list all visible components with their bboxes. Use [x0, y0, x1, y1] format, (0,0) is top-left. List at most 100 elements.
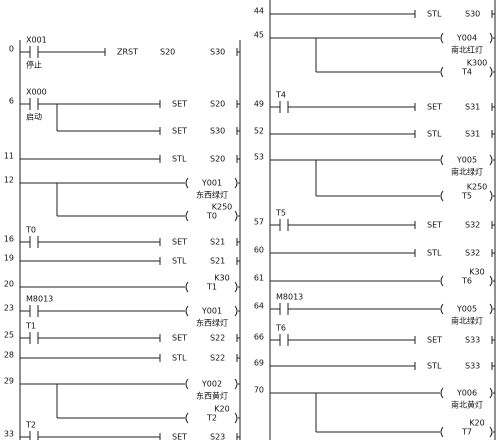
contact-label: T6	[275, 324, 286, 333]
operand: S20	[210, 155, 225, 164]
operand: S20	[210, 100, 225, 109]
coil-name: T1	[206, 283, 217, 292]
timer-preset: K30	[469, 268, 484, 277]
instruction: STL	[172, 257, 187, 266]
instruction: STL	[172, 155, 187, 164]
step-number: 60	[254, 246, 264, 255]
step-number: 44	[254, 7, 264, 16]
coil-name: T7	[461, 428, 472, 437]
coil	[440, 66, 444, 78]
operand: S23	[210, 433, 225, 440]
coil-name: Y006	[456, 389, 477, 398]
coil	[440, 387, 444, 399]
coil-name: Y004	[456, 34, 477, 43]
step-number: 23	[4, 304, 14, 313]
coil-note: 南北黄灯	[451, 400, 483, 410]
instruction: STL	[427, 249, 442, 258]
step-number: 29	[4, 377, 14, 386]
coil	[440, 154, 444, 166]
contact-note: 停止	[26, 60, 42, 70]
coil	[185, 305, 189, 317]
operand: S32	[465, 221, 480, 230]
timer-preset: K30	[214, 274, 229, 283]
operand: S30	[210, 48, 225, 57]
step-number: 53	[254, 153, 264, 162]
coil	[489, 66, 493, 78]
contact-label: T5	[275, 209, 286, 218]
coil	[440, 426, 444, 438]
instruction: SET	[427, 336, 442, 345]
contact-label: T2	[25, 421, 36, 430]
step-number: 69	[254, 359, 264, 368]
instruction: SET	[172, 127, 187, 136]
instruction: SET	[172, 433, 187, 440]
coil	[440, 190, 444, 202]
timer-preset: K250	[212, 203, 233, 212]
step-number: 66	[254, 333, 264, 342]
contact-label: X001	[26, 36, 47, 45]
coil	[234, 412, 238, 424]
operand: S30	[465, 10, 480, 19]
coil	[234, 378, 238, 390]
coil	[234, 305, 238, 317]
step-number: 45	[254, 31, 264, 40]
instruction: STL	[427, 10, 442, 19]
operand: S22	[210, 334, 225, 343]
operand: S30	[210, 127, 225, 136]
coil-note: 南北绿灯	[451, 167, 483, 177]
coil	[489, 32, 493, 44]
coil-name: Y001	[201, 179, 222, 188]
timer-preset: K20	[469, 419, 484, 428]
coil-note: 东西黄灯	[196, 391, 228, 401]
step-number: 20	[4, 280, 14, 289]
step-number: 16	[4, 235, 14, 244]
instruction: SET	[427, 103, 442, 112]
contact-note: 启动	[26, 112, 42, 122]
coil-note: 东西绿灯	[196, 190, 228, 200]
coil	[489, 426, 493, 438]
step-number: 28	[4, 351, 14, 360]
step-number: 61	[254, 274, 264, 283]
coil-name: T5	[461, 192, 472, 201]
instruction: SET	[172, 238, 187, 247]
instruction: STL	[427, 130, 442, 139]
step-number: 0	[9, 45, 14, 54]
instruction: SET	[172, 100, 187, 109]
operand: S22	[210, 354, 225, 363]
step-number: 12	[4, 176, 14, 185]
step-number: 70	[254, 386, 264, 395]
step-number: 11	[4, 152, 14, 161]
operand: S33	[465, 336, 480, 345]
step-number: 52	[254, 127, 264, 136]
coil	[489, 303, 493, 315]
coil	[185, 412, 189, 424]
contact-label: T1	[25, 322, 36, 331]
step-number: 64	[254, 302, 264, 311]
coil-name: Y002	[201, 380, 222, 389]
contact-label: X000	[26, 88, 47, 97]
instruction: ZRST	[117, 48, 138, 57]
step-number: 6	[9, 97, 14, 106]
coil	[489, 154, 493, 166]
operand: S31	[465, 103, 480, 112]
timer-preset: K300	[467, 59, 488, 68]
step-number: 33	[4, 430, 14, 439]
coil-name: T0	[206, 212, 217, 221]
operand: S31	[465, 130, 480, 139]
operand: S33	[465, 362, 480, 371]
coil	[234, 281, 238, 293]
instruction: STL	[427, 362, 442, 371]
step-number: 49	[254, 100, 264, 109]
coil	[234, 177, 238, 189]
step-number: 19	[4, 254, 14, 263]
coil-name: Y001	[201, 307, 222, 316]
coil	[234, 210, 238, 222]
coil	[489, 387, 493, 399]
coil	[440, 275, 444, 287]
coil	[489, 275, 493, 287]
coil-name: T2	[206, 414, 217, 423]
timer-preset: K20	[214, 405, 229, 414]
coil-note: 南北绿灯	[451, 316, 483, 326]
coil-name: T6	[461, 277, 472, 286]
